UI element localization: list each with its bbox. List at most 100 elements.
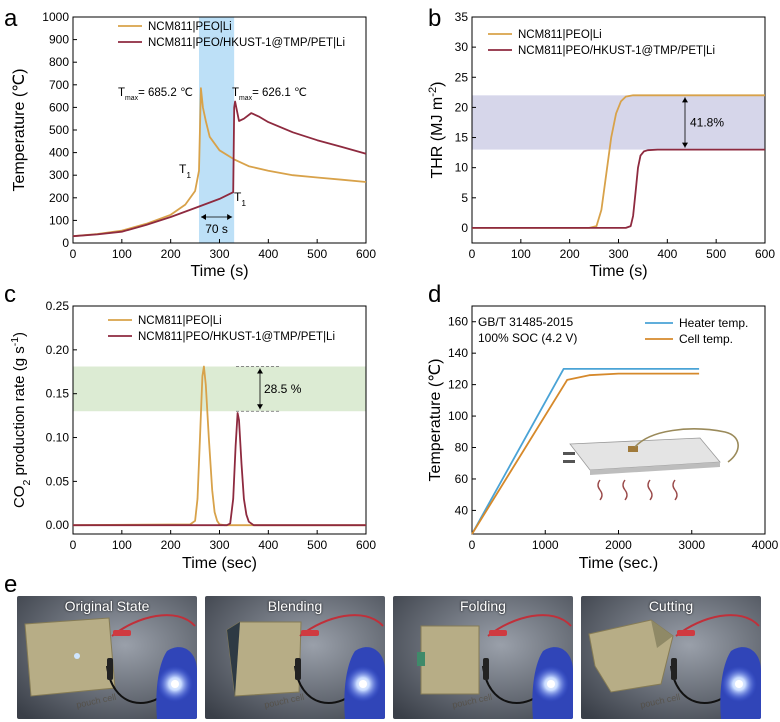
y-tick-label: 25 [455, 70, 469, 84]
y-tick-label: 100 [448, 409, 468, 423]
alligator-clip [113, 630, 131, 636]
x-tick-label: 600 [755, 247, 775, 261]
heat-wave-icon [672, 479, 678, 501]
y-tick-label: 140 [448, 346, 468, 360]
heat-wave-icon [622, 479, 628, 501]
x-tick-label: 3000 [678, 538, 705, 552]
tmax-label-maroon: Tmax= 626.1 ℃ [232, 87, 307, 102]
x-tick-label: 300 [209, 247, 229, 261]
x-tick-label: 4000 [752, 538, 779, 552]
y-tick-label: 600 [49, 100, 69, 114]
panel-letter-b: b [428, 5, 441, 32]
photo-panel: pouch cell Blending [205, 596, 385, 719]
y-tick-label: 80 [455, 441, 469, 455]
series-line-2 [72, 100, 367, 238]
highlight-band [472, 95, 765, 150]
highlight-band [73, 366, 366, 412]
alligator-clip [107, 658, 113, 680]
x-tick-label: 400 [258, 247, 278, 261]
x-tick-label: 500 [307, 247, 327, 261]
x-tick-label: 0 [70, 247, 77, 261]
thermocouple-pad [628, 446, 638, 452]
photo-panel: pouch cell Original State [17, 596, 197, 719]
reflection-spot [74, 653, 80, 659]
legend-label: NCM811|PEO|Li [148, 21, 232, 33]
series-line-2 [73, 412, 366, 527]
photo-illustration: pouch cell [205, 596, 385, 719]
led-light [735, 680, 743, 688]
x-axis-label: Time (sec) [182, 555, 257, 572]
t1-label-maroon: T1 [234, 190, 246, 208]
x-tick-label: 200 [161, 247, 181, 261]
y-tick-label: 15 [455, 131, 469, 145]
photo-panel: pouch cell Folding [393, 596, 573, 719]
y-tick-label: 800 [49, 55, 69, 69]
alligator-clip [489, 630, 507, 636]
pouch-cut-piece [651, 620, 673, 648]
y-tick-label: 200 [49, 191, 69, 205]
series-line-1 [72, 87, 367, 238]
pouch-cell [420, 625, 480, 695]
y-tick-label: 1000 [42, 10, 69, 24]
alligator-clip [671, 658, 677, 680]
pouch-tab [417, 652, 425, 666]
y-tick-label: 400 [49, 146, 69, 160]
y-tick-label: 20 [455, 100, 469, 114]
y-tick-label: 0.05 [46, 474, 70, 488]
legend-label: NCM811|PEO/HKUST-1@TMP/PET|Li [148, 37, 345, 49]
x-tick-label: 400 [258, 538, 278, 552]
y-tick-label: 0.25 [46, 299, 70, 313]
y-tick-label: 0.10 [46, 431, 70, 445]
x-tick-label: 400 [657, 247, 677, 261]
photo-illustration: pouch cell [393, 596, 573, 719]
panel-a: 0 100 200 300 400 500 600 0 100 200 300 400 500 600 70… [11, 10, 376, 280]
x-tick-label: 500 [307, 538, 327, 552]
y-axis-label: Temperature (℃) [11, 69, 28, 192]
series-line-1 [72, 365, 366, 527]
x-tick-label: 600 [356, 538, 376, 552]
x-tick-label: 100 [511, 247, 531, 261]
legend-label: Cell temp. [679, 332, 733, 346]
x-axis-label: Time (sec.) [579, 555, 658, 572]
y-tick-label: 100 [49, 213, 69, 227]
t1-label-orange: T1 [179, 162, 191, 180]
photo-caption: Original State [64, 598, 150, 614]
x-tick-label: 0 [469, 247, 476, 261]
series-line-2 [472, 148, 765, 229]
panel-c: 0 100 200 300 400 500 600 0.00 0.05 0.10 0.15 0.20 0… [9, 299, 376, 572]
y-tick-label: 0.20 [46, 343, 70, 357]
y-tick-label: 300 [49, 168, 69, 182]
x-axis-label: Time (s) [589, 263, 647, 280]
x-tick-label: 100 [112, 247, 132, 261]
y-tick-label: 40 [455, 503, 469, 517]
x-tick-label: 200 [560, 247, 580, 261]
y-axis-label: Temperature (℃) [427, 359, 444, 482]
alligator-clip [677, 630, 695, 636]
y-tick-label: 60 [455, 472, 469, 486]
gap-arrow-head [200, 214, 206, 220]
legend-label: NCM811|PEO|Li [138, 315, 222, 327]
cell-tab [563, 460, 575, 463]
photo-panel: pouch cell Cutting [581, 596, 761, 719]
y-axis-label: CO2 production rate (g s-1) [9, 332, 33, 508]
y-tick-label: 0.00 [46, 518, 70, 532]
x-tick-label: 500 [706, 247, 726, 261]
soc-note: 100% SOC (4.2 V) [478, 331, 577, 345]
y-tick-label: 0.15 [46, 387, 70, 401]
y-tick-label: 900 [49, 33, 69, 47]
y-tick-label: 30 [455, 40, 469, 54]
led-light [359, 680, 367, 688]
y-tick-label: 120 [448, 378, 468, 392]
alligator-clip [295, 658, 301, 680]
reduction-label: 28.5 % [264, 382, 302, 396]
gap-arrow-head [227, 214, 233, 220]
y-tick-label: 5 [461, 191, 468, 205]
reduction-arrow-head [257, 368, 263, 374]
panel-letter-d: d [428, 281, 441, 308]
legend-label: Heater temp. [679, 316, 748, 330]
x-tick-label: 1000 [532, 538, 559, 552]
x-tick-label: 200 [161, 538, 181, 552]
gap-label: 70 s [205, 222, 228, 236]
series-line-1 [471, 367, 700, 535]
